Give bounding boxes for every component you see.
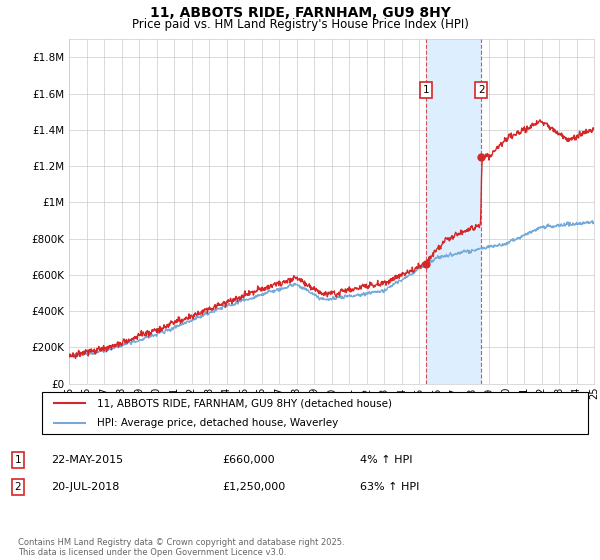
Text: 4% ↑ HPI: 4% ↑ HPI	[360, 455, 413, 465]
Text: 20-JUL-2018: 20-JUL-2018	[51, 482, 119, 492]
Text: 63% ↑ HPI: 63% ↑ HPI	[360, 482, 419, 492]
Text: £1,250,000: £1,250,000	[222, 482, 285, 492]
Text: 2: 2	[478, 85, 484, 95]
Text: 22-MAY-2015: 22-MAY-2015	[51, 455, 123, 465]
Text: Contains HM Land Registry data © Crown copyright and database right 2025.
This d: Contains HM Land Registry data © Crown c…	[18, 538, 344, 557]
Text: £660,000: £660,000	[222, 455, 275, 465]
Bar	[425, 39, 481, 384]
Text: 1: 1	[422, 85, 429, 95]
Text: 11, ABBOTS RIDE, FARNHAM, GU9 8HY (detached house): 11, ABBOTS RIDE, FARNHAM, GU9 8HY (detac…	[97, 398, 392, 408]
Text: 11, ABBOTS RIDE, FARNHAM, GU9 8HY: 11, ABBOTS RIDE, FARNHAM, GU9 8HY	[149, 6, 451, 20]
Text: 1: 1	[14, 455, 22, 465]
Text: HPI: Average price, detached house, Waverley: HPI: Average price, detached house, Wave…	[97, 418, 338, 428]
Text: 2: 2	[14, 482, 22, 492]
Text: Price paid vs. HM Land Registry's House Price Index (HPI): Price paid vs. HM Land Registry's House …	[131, 18, 469, 31]
